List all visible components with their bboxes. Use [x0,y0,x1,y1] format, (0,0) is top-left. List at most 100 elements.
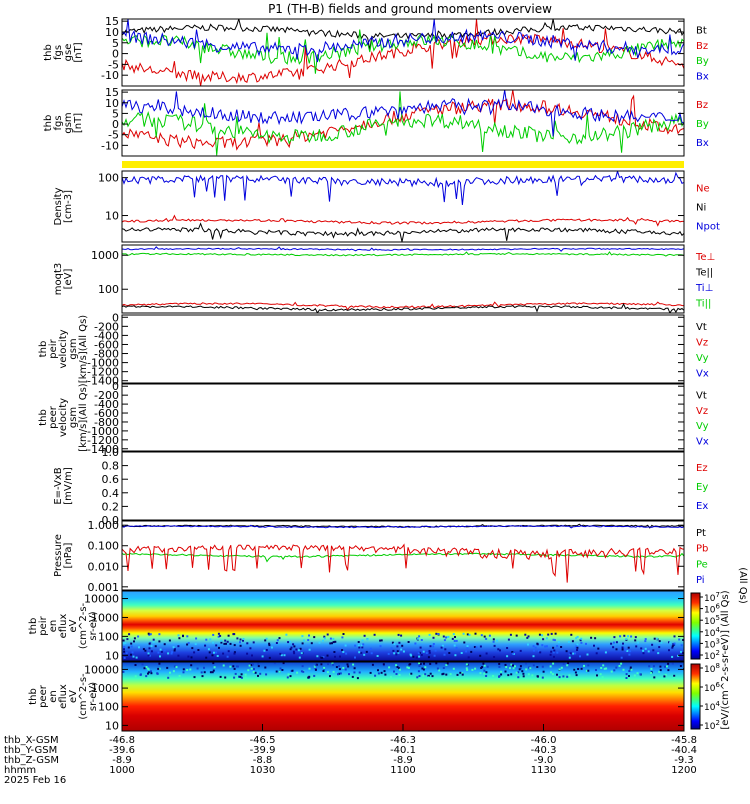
electron-velocity-ylabel-line: [km/s](All Qs) [78,383,89,451]
legend-pressure-3: Pi [696,575,705,586]
fgs-gsm-ylabel-line: fgs [53,115,64,130]
legend-fgs-gsm-0: Bz [696,100,708,111]
fgs-gse-ylabel-line: [nT] [73,42,84,62]
legend-fgs-gse-0: Bt [696,26,707,37]
electron-spectrogram-ylabel-line: peer [38,684,49,708]
ion-velocity-ytick-label: -600 [94,338,119,351]
temperature-ytick-label: 1000 [91,249,119,262]
ion-velocity-ylabel: thb peir velocity gsm [km/s](All Qs) [38,315,89,383]
by-trace [122,91,684,156]
colorbar-label: [eV/(cm^2-s-sr-eV)] (All Qs) [720,590,731,729]
electron-velocity-ytick-label: -400 [94,398,119,411]
fgs-gse-frame [121,18,685,87]
electron-spectrogram-fill [122,662,684,731]
pressure-side-label: (All Qs) [737,567,748,604]
efield-ylabel-line: [mV/m] [63,467,74,505]
legend-fgs-gse-2: By [696,56,709,67]
fgs-gsm-ylabel-line: gsm [63,112,74,133]
legend-electron-velocity-3: Vx [696,436,709,447]
efield-ytick-label: 1.0 [102,446,120,459]
panel-pressure: 1.000 0.100 0.010 0.001 Pressure [nPa] Pt Pb Pe P… [53,519,748,604]
efield-ytick-label: 0.8 [102,460,120,473]
density-ytick-label: 10 [105,210,119,223]
ion-velocity-ylabel-line: [km/s](All Qs) [78,315,89,383]
temperature-ylabel-line: [eV] [63,269,74,290]
legend-electron-velocity-2: Vy [696,421,709,432]
electron-velocity-ytick-label: -1400 [87,443,119,456]
electron-spectrogram-colorbar-label: 104 [704,700,720,713]
electron-velocity-ylabel-line: velocity [58,398,69,437]
te-perp-trace [122,301,684,311]
electron-velocity-ytick-label: -600 [94,407,119,420]
electron-spectrogram-ytick-label: 10000 [84,663,119,676]
ion-spectrogram-colorbar-label: 106 [704,603,720,616]
x-row-label: thb_Z-GSM [4,755,59,766]
legend-temperature-2: Ti⊥ [695,283,713,294]
legend-ion-velocity-0: Vt [696,322,707,333]
pb-trace [122,543,684,583]
pressure-ylabel: Pressure [nPa] [53,534,74,577]
legend-temperature-3: Ti|| [695,298,711,309]
ion-spectrogram-ylabel-line: eV [68,619,79,632]
density-ylabel-line: Density [53,187,64,225]
ion-spectrogram-colorbar-label: 103 [704,637,720,650]
x-row-value: -40.1 [390,745,416,756]
electron-spectrogram-noise [122,662,684,680]
ion-spectrogram-fill [122,591,684,661]
electron-spectrogram-ytick-label: 10 [105,719,119,732]
electron-velocity-ytick-label: 0 [112,380,119,393]
bz-trace [122,19,684,86]
te-par-trace [122,302,684,313]
x-axis-block: thb_X-GSM -46.8 -46.5 -46.3 -46.0 -45.8 thb_Y-… [4,724,697,786]
legend-density-1: Ni [696,203,706,214]
electron-spectrogram-colorbar-label: 108 [704,662,720,675]
ion-spectrogram-colorbar-label: 104 [704,626,720,639]
pressure-frame [121,520,685,591]
ion-spectrogram-noise [122,632,684,659]
electron-velocity-frame [121,383,685,452]
ion-spectrogram-ylabel-line: (cm^2-s- [78,602,89,649]
x-row-value: 1000 [109,765,134,776]
ion-spectrogram-ylabel-line: thb [28,618,39,635]
panel-efield: 1.00.80.60.40.20.0 E=-VxB [mV/m] Ez Ey Ex [53,446,708,527]
ion-spectrogram-colorbar-label: 102 [704,649,720,662]
electron-spectrogram-colorbar [690,663,701,730]
temperature-content [122,246,684,313]
legend-density-2: Npot [696,222,720,233]
electron-velocity-ylabel-line: peer [48,405,59,429]
panel-mode-bar [122,161,684,168]
temperature-ylabel-line: moqt3 [53,263,64,296]
pe-trace [122,552,684,563]
electron-spectrogram-ylabel-line: eflux [58,684,69,709]
electron-velocity-ytick-label: -800 [94,416,119,429]
legend-fgs-gsm-2: Bx [696,138,709,149]
x-row-label: hhmm [4,765,36,776]
efield-ylabel: E=-VxB [mV/m] [53,467,74,505]
density-content [122,171,684,242]
electron-spectrogram-colorbar-label: 106 [704,681,720,694]
fgs-gsm-ytick-label: 5 [112,107,119,120]
ion-velocity-ytick-label: -1000 [87,357,119,370]
ion-spectrogram-ylabel-line: peir [38,615,49,635]
density-ytick-label: 100 [98,172,119,185]
legend-ion-velocity-2: Vy [696,353,709,364]
legend-fgs-gse-1: Bz [696,41,708,52]
legend-electron-velocity-1: Vz [696,406,708,417]
x-row-value: 1100 [390,765,415,776]
legend-ion-velocity-3: Vx [696,368,709,379]
x-row-label: thb_X-GSM [4,735,59,746]
x-row-value: -39.6 [109,745,135,756]
ion-spectrogram-colorbar-label: 107 [704,591,720,604]
ion-velocity-ylabel-line: gsm [68,338,79,359]
ion-spectrogram-content [122,591,684,661]
x-row-value: 1200 [671,765,696,776]
ion-velocity-ylabel-line: peir [48,338,59,358]
legend-temperature-0: Te⊥ [695,252,715,263]
x-row-value: -46.0 [531,735,557,746]
legend-pressure-2: Pe [696,559,708,570]
x-row-value: -9.0 [534,755,554,766]
fgs-gse-content [122,19,684,86]
